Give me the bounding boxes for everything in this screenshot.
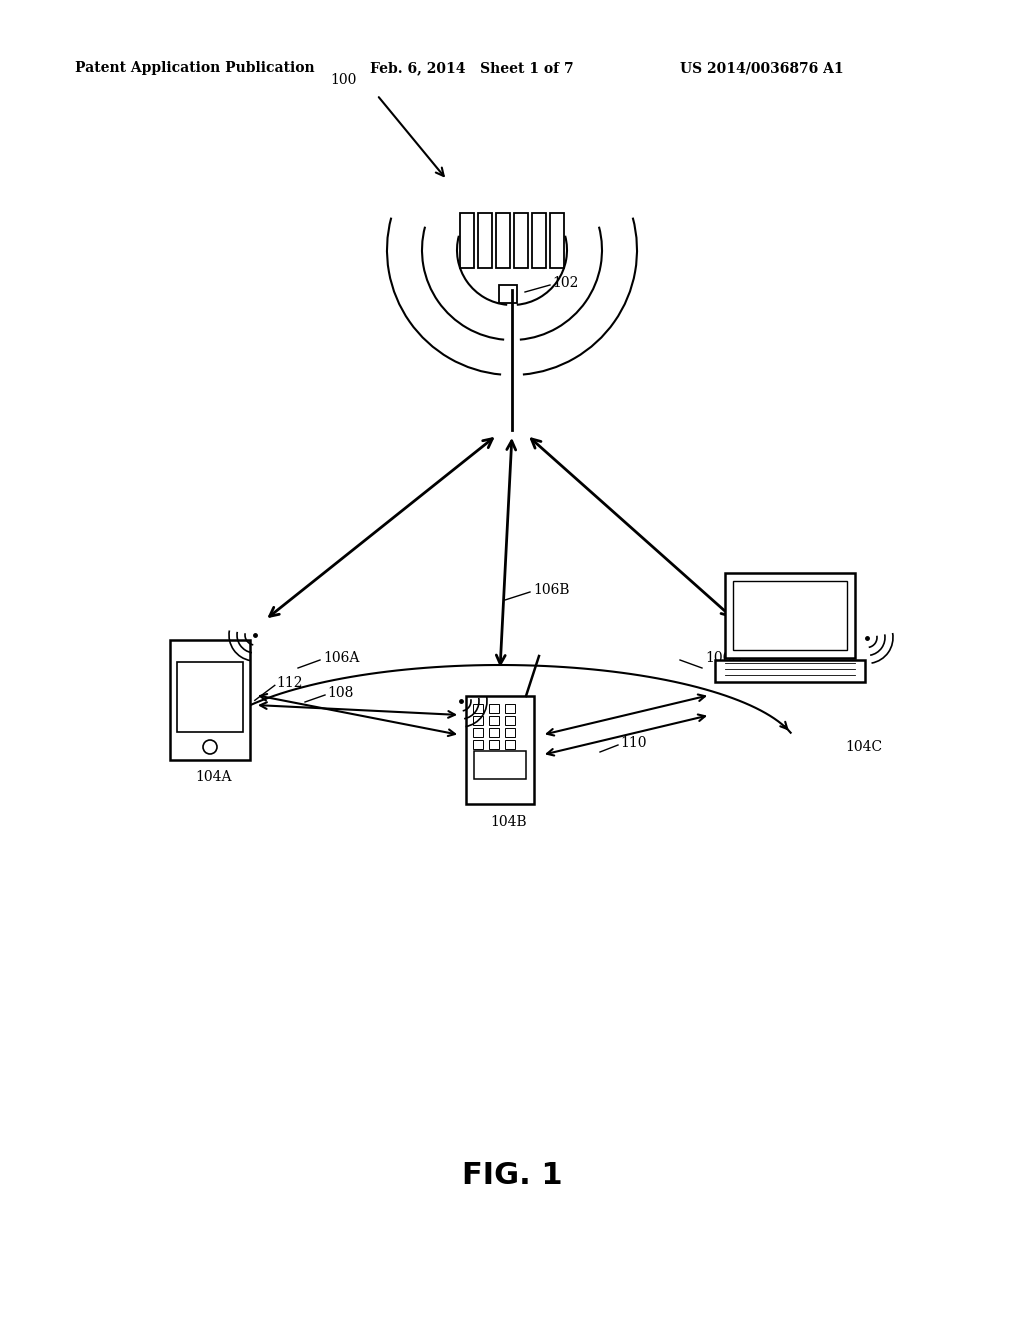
Bar bbox=[489, 715, 499, 725]
Bar bbox=[499, 285, 517, 304]
Bar bbox=[715, 660, 865, 681]
Text: 104C: 104C bbox=[845, 741, 882, 754]
Text: 104A: 104A bbox=[195, 770, 231, 784]
Polygon shape bbox=[725, 573, 855, 657]
Bar bbox=[505, 741, 515, 748]
Bar bbox=[466, 696, 534, 804]
Bar bbox=[177, 663, 243, 731]
Bar bbox=[532, 213, 546, 268]
Bar bbox=[489, 741, 499, 748]
Text: FIG. 1: FIG. 1 bbox=[462, 1160, 562, 1189]
Bar bbox=[733, 581, 847, 649]
Bar bbox=[505, 729, 515, 737]
Bar bbox=[473, 715, 483, 725]
Text: 106C: 106C bbox=[705, 651, 742, 665]
Text: US 2014/0036876 A1: US 2014/0036876 A1 bbox=[680, 61, 844, 75]
Bar bbox=[474, 751, 526, 779]
Bar bbox=[489, 704, 499, 713]
Bar bbox=[460, 213, 474, 268]
Text: 106A: 106A bbox=[323, 651, 359, 665]
Bar bbox=[514, 213, 528, 268]
Bar bbox=[170, 640, 250, 760]
Bar bbox=[478, 213, 492, 268]
Bar bbox=[550, 213, 564, 268]
Text: Patent Application Publication: Patent Application Publication bbox=[75, 61, 314, 75]
Text: Feb. 6, 2014   Sheet 1 of 7: Feb. 6, 2014 Sheet 1 of 7 bbox=[370, 61, 573, 75]
Bar bbox=[505, 715, 515, 725]
Bar bbox=[496, 213, 510, 268]
Bar bbox=[489, 729, 499, 737]
Bar bbox=[505, 704, 515, 713]
Text: 100: 100 bbox=[331, 73, 357, 87]
Text: 108: 108 bbox=[327, 686, 353, 700]
Bar bbox=[473, 741, 483, 748]
Text: 104B: 104B bbox=[490, 814, 526, 829]
Text: 112: 112 bbox=[276, 676, 303, 690]
Text: 102: 102 bbox=[552, 276, 579, 290]
Text: 106B: 106B bbox=[534, 583, 569, 597]
Bar bbox=[473, 729, 483, 737]
Text: 110: 110 bbox=[620, 737, 646, 750]
Bar bbox=[473, 704, 483, 713]
